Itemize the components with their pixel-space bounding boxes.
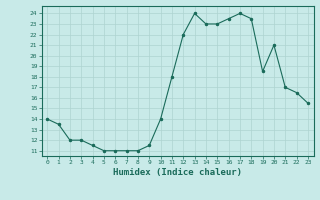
X-axis label: Humidex (Indice chaleur): Humidex (Indice chaleur) [113, 168, 242, 177]
